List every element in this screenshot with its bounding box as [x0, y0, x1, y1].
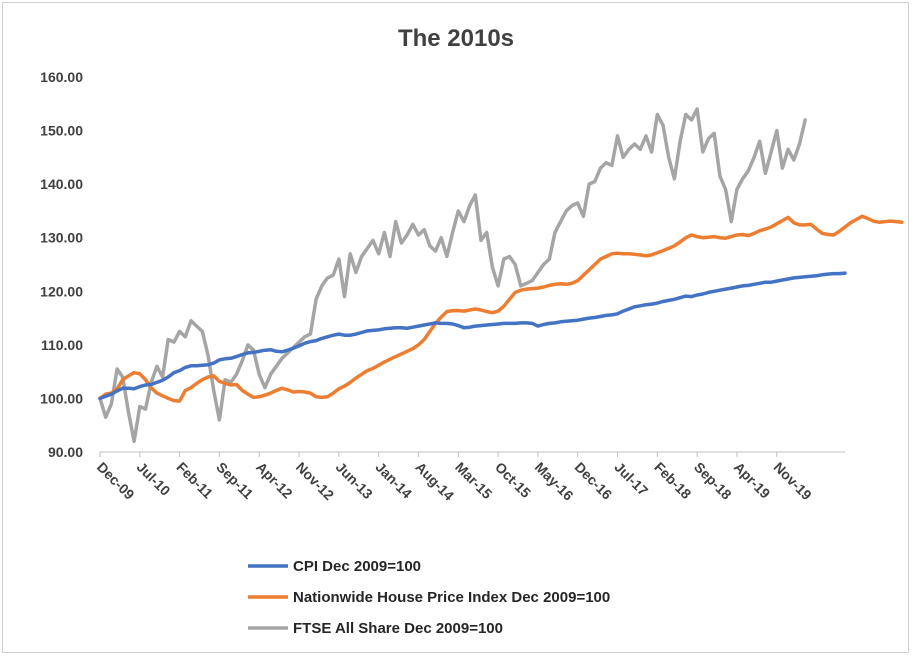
x-tick-label: Mar-15 — [452, 459, 495, 502]
x-tick-label: Aug-14 — [412, 459, 457, 504]
series-lines — [98, 107, 904, 444]
x-tick-label: Nov-19 — [771, 459, 815, 503]
legend-label: FTSE All Share Dec 2009=100 — [293, 620, 503, 637]
legend-label: CPI Dec 2009=100 — [293, 558, 421, 575]
y-tick-label: 140.00 — [40, 176, 83, 192]
y-tick-label: 150.00 — [40, 123, 83, 139]
legend-label: Nationwide House Price Index Dec 2009=10… — [293, 589, 610, 606]
x-tick-label: Sep-11 — [213, 459, 256, 502]
series-line-1 — [98, 214, 904, 403]
chart-title: The 2010s — [398, 25, 514, 52]
y-tick-label: 130.00 — [40, 230, 83, 246]
x-tick-label: Apr-19 — [731, 459, 774, 502]
x-tick-label: Jan-14 — [373, 459, 416, 502]
series-line-0 — [98, 271, 847, 401]
y-tick-label: 110.00 — [41, 337, 83, 353]
x-tick-label: Oct-15 — [492, 459, 534, 501]
x-tick-label: Nov-12 — [293, 459, 337, 503]
y-tick-label: 120.00 — [40, 283, 83, 299]
x-tick-label: Jun-13 — [333, 459, 376, 502]
series-line-2 — [98, 107, 807, 444]
x-tick-label: May-16 — [532, 459, 577, 504]
x-tick-label: Feb-18 — [651, 459, 694, 502]
x-tick-label: Dec-16 — [572, 459, 616, 503]
x-tick-label: Dec-09 — [94, 459, 138, 503]
x-tick-label: Feb-11 — [173, 459, 216, 502]
x-tick-label: Jul-10 — [134, 459, 174, 499]
y-tick-label: 100.00 — [40, 390, 83, 406]
x-tick-label: Apr-12 — [253, 459, 296, 502]
x-tick-label: Jul-17 — [611, 459, 651, 499]
y-axis-ticks: 90.00 100.00 110.00 120.00 130.00 140.00 150.0… — [40, 69, 83, 460]
x-tick-label: Sep-18 — [691, 459, 735, 503]
y-tick-label: 160.00 — [40, 69, 83, 85]
legend: CPI Dec 2009=100 Nationwide House Price I… — [248, 558, 610, 637]
y-tick-label: 90.00 — [48, 444, 83, 460]
